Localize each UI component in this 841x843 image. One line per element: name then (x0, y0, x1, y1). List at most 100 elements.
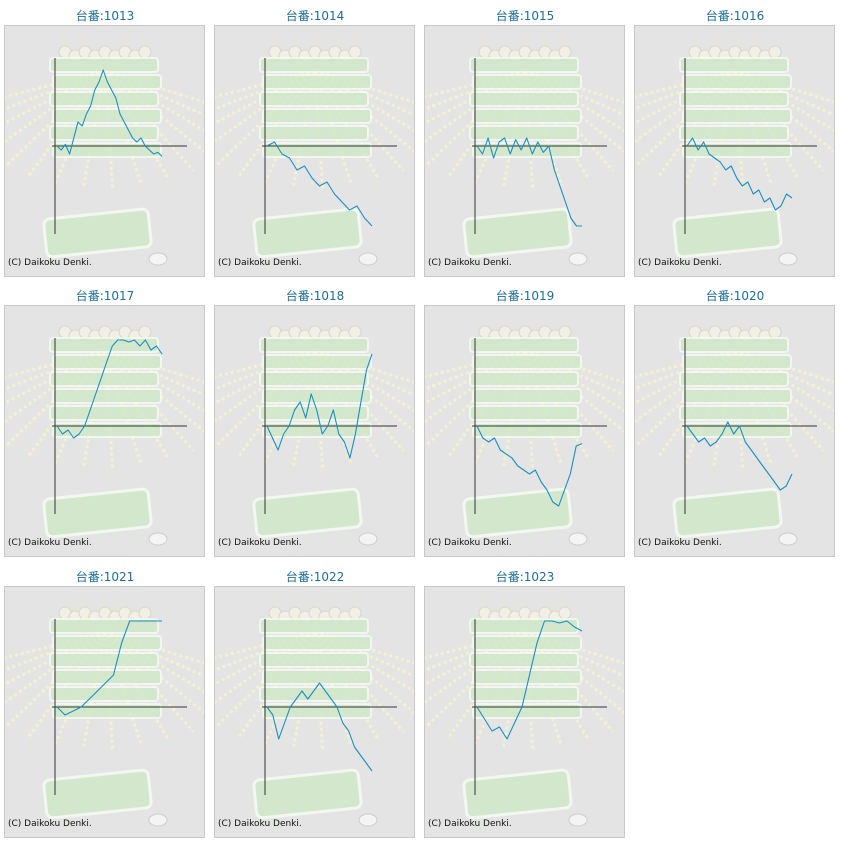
ball-shape (348, 45, 362, 59)
copyright-text: (C) Daikoku Denki. (218, 538, 302, 548)
tray-shape (462, 207, 573, 259)
coin-shape (358, 813, 378, 827)
series-line (266, 141, 373, 227)
background-illustration (425, 325, 624, 546)
stacked-box-shape (469, 686, 579, 702)
sun-ray (291, 350, 317, 468)
chart-frame: (C) Daikoku Denki. (4, 305, 205, 557)
stacked-box-shape (49, 91, 159, 107)
coin-shape (148, 532, 168, 546)
copyright-text: (C) Daikoku Denki. (8, 258, 92, 268)
sun-ray (313, 70, 325, 188)
stacked-box-shape (259, 57, 369, 73)
tray-shape (462, 487, 573, 539)
sun-ray (314, 349, 414, 434)
background-illustration (5, 45, 204, 266)
stacked-box-shape (262, 703, 372, 719)
stacked-box-shape (49, 337, 159, 353)
panel-title: 台番:1022 (285, 570, 345, 584)
sun-ray (313, 350, 325, 468)
stacked-box-shape (49, 618, 159, 634)
sun-ray (314, 630, 414, 715)
chart-frame: (C) Daikoku Denki. (4, 25, 205, 277)
stacked-box-shape (259, 652, 369, 668)
stacked-box-shape (469, 405, 579, 421)
stacked-box-shape (49, 686, 159, 702)
stacked-box-shape (259, 371, 369, 387)
tray-shape (42, 768, 153, 820)
panel-title: 台番:1019 (495, 289, 555, 303)
sun-ray (711, 350, 737, 468)
copyright-text: (C) Daikoku Denki. (428, 819, 512, 829)
sun-ray (733, 70, 745, 188)
coin-shape (568, 532, 588, 546)
series-line (266, 353, 373, 459)
line-chart (5, 45, 204, 266)
tray-shape (672, 487, 783, 539)
graph-panel: 台番:1016 (C) Daikoku Denki. (630, 2, 840, 282)
background-illustration (215, 45, 414, 266)
stacked-box-shape (679, 57, 789, 73)
sun-ray (711, 70, 737, 188)
stacked-box-shape (259, 91, 369, 107)
coin-shape (148, 252, 168, 266)
graph-panel: 台番:1014 (C) Daikoku Denki. (210, 2, 420, 282)
stacked-box-shape (469, 618, 579, 634)
sun-ray (103, 350, 115, 468)
chart-frame: (C) Daikoku Denki. (214, 586, 415, 838)
stacked-box-shape (469, 371, 579, 387)
stacked-box-shape (679, 125, 789, 141)
background-illustration (635, 45, 834, 266)
ball-shape (138, 325, 152, 339)
copyright-text: (C) Daikoku Denki. (8, 538, 92, 548)
stacked-box-shape (52, 108, 162, 124)
graph-panel: 台番:1018 (C) Daikoku Denki. (210, 282, 420, 562)
graph-panel: 台番:1019 (C) Daikoku Denki. (420, 282, 630, 562)
background-illustration (425, 606, 624, 827)
chart-frame: (C) Daikoku Denki. (634, 25, 835, 277)
copyright-text: (C) Daikoku Denki. (8, 819, 92, 829)
tray-shape (462, 768, 573, 820)
stacked-box-shape (472, 354, 582, 370)
stacked-box-shape (469, 125, 579, 141)
stacked-box-shape (682, 108, 792, 124)
tray-shape (42, 207, 153, 259)
chart-frame: (C) Daikoku Denki. (214, 25, 415, 277)
sun-ray (291, 70, 317, 188)
chart-frame: (C) Daikoku Denki. (214, 305, 415, 557)
line-chart (425, 325, 624, 546)
stacked-box-shape (679, 337, 789, 353)
sun-ray (81, 350, 107, 468)
stacked-box-shape (259, 125, 369, 141)
graph-panel: 台番:1015 (C) Daikoku Denki. (420, 2, 630, 282)
graph-panel: 台番:1023 (C) Daikoku Denki. (420, 563, 630, 843)
coin-shape (568, 813, 588, 827)
stacked-box-shape (679, 405, 789, 421)
ball-shape (348, 606, 362, 620)
ball-shape (348, 325, 362, 339)
line-chart (215, 45, 414, 266)
panel-title: 台番:1023 (495, 570, 555, 584)
stacked-box-shape (682, 388, 792, 404)
line-chart (635, 45, 834, 266)
stacked-box-shape (259, 405, 369, 421)
sun-ray (734, 349, 834, 434)
stacked-box-shape (49, 125, 159, 141)
stacked-box-shape (472, 142, 582, 158)
stacked-box-shape (49, 57, 159, 73)
background-illustration (5, 606, 204, 827)
chart-frame: (C) Daikoku Denki. (634, 305, 835, 557)
sun-ray (313, 631, 325, 749)
tray-shape (672, 207, 783, 259)
stacked-box-shape (262, 74, 372, 90)
line-chart (425, 45, 624, 266)
copyright-text: (C) Daikoku Denki. (428, 538, 512, 548)
ball-shape (558, 325, 572, 339)
line-chart (5, 606, 204, 827)
sun-ray (81, 70, 107, 188)
graph-panel: 台番:1013 (C) Daikoku Denki. (0, 2, 210, 282)
sun-ray (523, 350, 535, 468)
graph-panel: 台番:1021 (C) Daikoku Denki. (0, 563, 210, 843)
sun-ray (734, 69, 834, 154)
